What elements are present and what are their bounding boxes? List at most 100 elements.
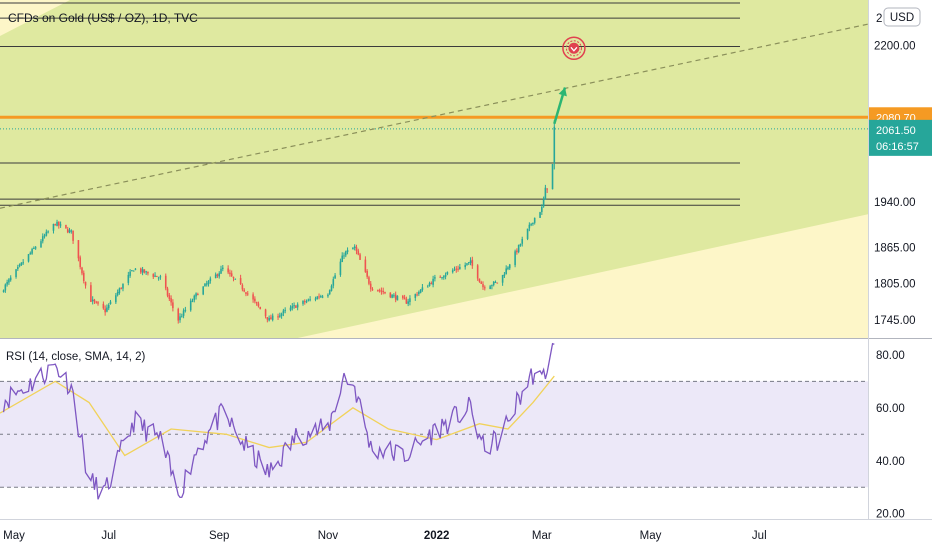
candle[interactable] xyxy=(357,248,360,256)
candle[interactable] xyxy=(43,233,46,239)
candle[interactable] xyxy=(371,287,374,291)
candle[interactable] xyxy=(90,282,92,303)
candle[interactable] xyxy=(441,276,443,280)
candle[interactable] xyxy=(91,296,94,305)
candle[interactable] xyxy=(82,270,85,284)
candle[interactable] xyxy=(58,221,60,229)
candle[interactable] xyxy=(246,290,249,296)
candle[interactable] xyxy=(394,291,397,303)
candle[interactable] xyxy=(268,315,270,322)
candle[interactable] xyxy=(8,278,10,285)
price-axis[interactable]: 2 USD 1745.00 1805.00 1865.00 1940.00 2200.0… xyxy=(868,0,932,521)
candle[interactable] xyxy=(439,275,442,278)
candle[interactable] xyxy=(389,292,392,299)
candle[interactable] xyxy=(295,304,297,309)
target-marker-icon[interactable] xyxy=(562,36,586,61)
candle[interactable] xyxy=(403,294,406,300)
candle[interactable] xyxy=(41,233,44,244)
candle[interactable] xyxy=(229,269,231,277)
candle[interactable] xyxy=(469,257,472,266)
candle[interactable] xyxy=(507,266,509,271)
candle[interactable] xyxy=(344,250,347,258)
candle[interactable] xyxy=(303,299,306,305)
candle[interactable] xyxy=(277,313,279,320)
candle[interactable] xyxy=(182,308,185,319)
candle[interactable] xyxy=(343,252,345,259)
candle[interactable] xyxy=(154,272,156,278)
candle[interactable] xyxy=(384,291,386,295)
candle[interactable] xyxy=(346,247,349,255)
candle[interactable] xyxy=(330,284,333,292)
candle[interactable] xyxy=(476,264,479,281)
candle[interactable] xyxy=(245,291,247,297)
candle[interactable] xyxy=(143,269,146,274)
candle[interactable] xyxy=(97,300,99,306)
candle[interactable] xyxy=(4,283,7,293)
candle[interactable] xyxy=(202,286,204,296)
candle[interactable] xyxy=(539,211,541,218)
candle[interactable] xyxy=(352,247,354,250)
candle[interactable] xyxy=(409,295,411,306)
candle[interactable] xyxy=(241,283,244,292)
candle[interactable] xyxy=(491,284,493,290)
candle[interactable] xyxy=(328,289,331,296)
candle[interactable] xyxy=(426,284,429,288)
candle[interactable] xyxy=(466,263,468,266)
candle[interactable] xyxy=(280,312,283,319)
candle[interactable] xyxy=(284,307,286,314)
candle[interactable] xyxy=(234,278,237,280)
rsi-plot-area[interactable] xyxy=(0,342,868,500)
candle[interactable] xyxy=(407,298,409,307)
candle[interactable] xyxy=(221,264,224,272)
candle[interactable] xyxy=(120,287,122,290)
candle[interactable] xyxy=(359,252,361,260)
candle[interactable] xyxy=(72,230,74,244)
candle[interactable] xyxy=(521,236,524,247)
candle[interactable] xyxy=(546,188,548,194)
candle[interactable] xyxy=(56,219,58,227)
candle[interactable] xyxy=(391,294,393,299)
candle[interactable] xyxy=(17,264,19,271)
candle[interactable] xyxy=(93,298,96,304)
candle[interactable] xyxy=(179,313,181,323)
candle[interactable] xyxy=(393,293,395,298)
candle[interactable] xyxy=(332,276,335,289)
candle[interactable] xyxy=(519,243,522,247)
candle[interactable] xyxy=(341,252,344,263)
candle[interactable] xyxy=(421,284,424,292)
candle[interactable] xyxy=(140,267,142,274)
candle[interactable] xyxy=(355,244,358,255)
candle[interactable] xyxy=(218,271,221,279)
candle[interactable] xyxy=(147,271,149,276)
candle[interactable] xyxy=(70,229,73,234)
candle[interactable] xyxy=(180,313,183,318)
candle[interactable] xyxy=(544,184,547,200)
candle[interactable] xyxy=(314,296,317,302)
candle[interactable] xyxy=(216,273,219,278)
candle[interactable] xyxy=(434,274,436,282)
candle[interactable] xyxy=(405,296,408,304)
candle[interactable] xyxy=(255,301,258,306)
candle[interactable] xyxy=(2,289,5,293)
candle[interactable] xyxy=(205,280,208,287)
candle[interactable] xyxy=(20,262,23,266)
candle[interactable] xyxy=(492,281,495,287)
candle[interactable] xyxy=(508,263,511,270)
candle[interactable] xyxy=(443,275,445,280)
candle[interactable] xyxy=(320,294,322,298)
candle[interactable] xyxy=(416,292,418,297)
candle[interactable] xyxy=(157,276,160,281)
candle[interactable] xyxy=(214,272,217,279)
candle[interactable] xyxy=(6,279,8,287)
candle[interactable] xyxy=(34,245,37,250)
candle[interactable] xyxy=(47,230,49,234)
candle[interactable] xyxy=(402,294,404,300)
currency-badge[interactable]: USD xyxy=(883,7,921,27)
candle[interactable] xyxy=(467,261,470,265)
candle[interactable] xyxy=(254,296,256,304)
candle[interactable] xyxy=(66,226,69,234)
candle[interactable] xyxy=(15,268,17,279)
candle[interactable] xyxy=(109,299,112,305)
candle[interactable] xyxy=(368,275,370,286)
candle[interactable] xyxy=(207,280,210,287)
